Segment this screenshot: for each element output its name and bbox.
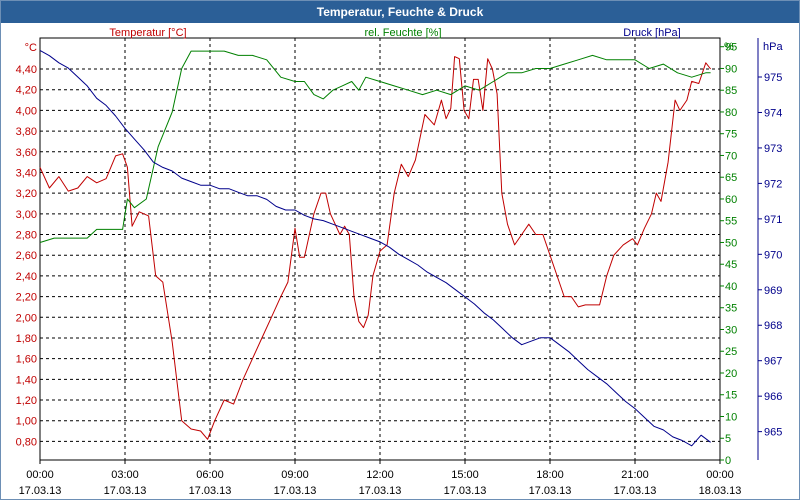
temperature-tick: 3,80 bbox=[16, 126, 37, 138]
x-tick-time: 15:00 bbox=[451, 469, 479, 481]
temperature-tick: 1,40 bbox=[16, 374, 37, 386]
temperature-tick: 0,80 bbox=[16, 436, 37, 448]
x-tick-date: 17.03.13 bbox=[359, 485, 402, 497]
temperature-tick: 4,40 bbox=[16, 64, 37, 76]
humidity-tick: 40 bbox=[725, 281, 737, 293]
temperature-tick: 3,20 bbox=[16, 188, 37, 200]
temperature-tick: 3,60 bbox=[16, 147, 37, 159]
humidity-tick: 85 bbox=[725, 85, 737, 97]
axes-layer: Temperatur [°C] rel. Feuchte [%] Druck [… bbox=[16, 27, 784, 497]
humidity-tick: 90 bbox=[725, 63, 737, 75]
temperature-tick: 1,80 bbox=[16, 333, 37, 345]
humidity-tick: 15 bbox=[725, 390, 737, 402]
humidity-axis-label: rel. Feuchte [%] bbox=[364, 27, 441, 39]
humidity-tick: 25 bbox=[725, 346, 737, 358]
pressure-tick: 975 bbox=[764, 72, 782, 84]
series-layer bbox=[39, 49, 711, 447]
temperature-tick: 1,00 bbox=[16, 416, 37, 428]
pressure-axis-label: Druck [hPa] bbox=[623, 27, 680, 39]
pressure-tick: 968 bbox=[764, 320, 782, 332]
x-tick-date: 17.03.13 bbox=[529, 485, 572, 497]
temperature-tick: 2,60 bbox=[16, 250, 37, 262]
temperature-axis-label: Temperatur [°C] bbox=[109, 27, 186, 39]
temperature-tick: 2,40 bbox=[16, 271, 37, 283]
pressure-tick: 974 bbox=[764, 107, 782, 119]
x-tick-time: 21:00 bbox=[621, 469, 649, 481]
temperature-tick: 4,20 bbox=[16, 85, 37, 97]
humidity-tick: 20 bbox=[725, 368, 737, 380]
temperature-tick: 2,20 bbox=[16, 292, 37, 304]
pressure-tick: 973 bbox=[764, 143, 782, 155]
pressure-unit: hPa bbox=[763, 41, 783, 53]
chart-title: Temperatur, Feuchte & Druck bbox=[1, 1, 799, 23]
temperature-tick: 3,40 bbox=[16, 167, 37, 179]
pressure-tick: 971 bbox=[764, 214, 782, 226]
pressure-tick: 966 bbox=[764, 391, 782, 403]
humidity-tick: 0 bbox=[725, 455, 731, 467]
x-tick-time: 09:00 bbox=[281, 469, 309, 481]
humidity-tick: 65 bbox=[725, 172, 737, 184]
humidity-tick: 45 bbox=[725, 259, 737, 271]
x-tick-time: 12:00 bbox=[366, 469, 394, 481]
pressure-tick: 965 bbox=[764, 427, 782, 439]
pressure-tick: 972 bbox=[764, 178, 782, 190]
temperature-tick: 1,60 bbox=[16, 354, 37, 366]
temperature-tick: 1,20 bbox=[16, 395, 37, 407]
humidity-line bbox=[39, 50, 711, 243]
x-tick-time: 00:00 bbox=[706, 469, 734, 481]
humidity-tick: 60 bbox=[725, 194, 737, 206]
x-tick-date: 18.03.13 bbox=[699, 485, 742, 497]
humidity-tick: 30 bbox=[725, 324, 737, 336]
temperature-tick: 3,00 bbox=[16, 209, 37, 221]
humidity-tick: 35 bbox=[725, 303, 737, 315]
x-tick-time: 00:00 bbox=[26, 469, 54, 481]
grid bbox=[39, 37, 762, 464]
temperature-tick: 2,80 bbox=[16, 230, 37, 242]
humidity-tick: 50 bbox=[725, 237, 737, 249]
humidity-tick: 5 bbox=[725, 433, 731, 445]
pressure-tick: 969 bbox=[764, 285, 782, 297]
pressure-tick: 967 bbox=[764, 356, 782, 368]
x-tick-date: 17.03.13 bbox=[19, 485, 62, 497]
humidity-tick: 70 bbox=[725, 150, 737, 162]
x-tick-date: 17.03.13 bbox=[104, 485, 147, 497]
humidity-tick: 95 bbox=[725, 42, 737, 54]
x-tick-date: 17.03.13 bbox=[614, 485, 657, 497]
x-tick-time: 06:00 bbox=[196, 469, 224, 481]
x-tick-date: 17.03.13 bbox=[274, 485, 317, 497]
x-tick-time: 18:00 bbox=[536, 469, 564, 481]
pressure-line bbox=[39, 49, 711, 447]
humidity-unit: % bbox=[724, 41, 734, 53]
temperature-tick: 4,00 bbox=[16, 105, 37, 117]
temperature-unit: °C bbox=[25, 42, 37, 54]
pressure-tick: 970 bbox=[764, 249, 782, 261]
humidity-tick: 10 bbox=[725, 411, 737, 423]
humidity-tick: 75 bbox=[725, 129, 737, 141]
temperature-tick: 2,00 bbox=[16, 312, 37, 324]
x-tick-date: 17.03.13 bbox=[189, 485, 232, 497]
x-tick-time: 03:00 bbox=[111, 469, 139, 481]
x-tick-date: 17.03.13 bbox=[444, 485, 487, 497]
humidity-tick: 80 bbox=[725, 107, 737, 119]
temperature-line bbox=[39, 56, 711, 440]
humidity-tick: 55 bbox=[725, 216, 737, 228]
